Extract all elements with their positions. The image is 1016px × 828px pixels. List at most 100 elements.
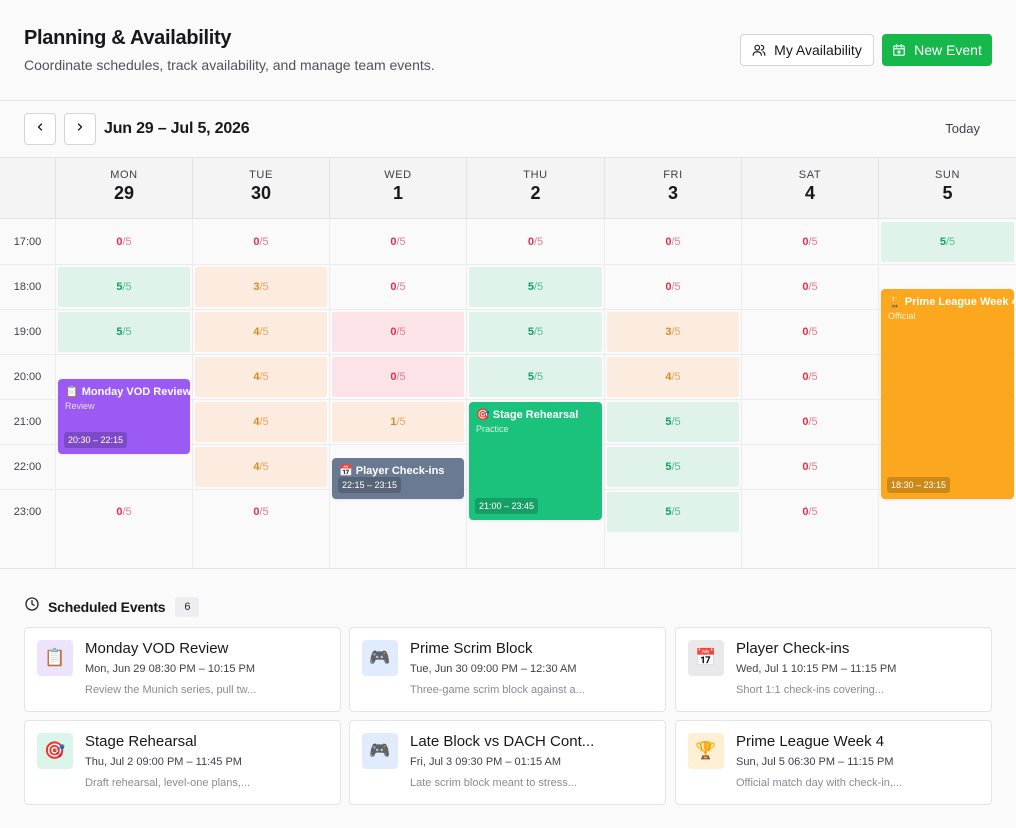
availability-cell[interactable]: 4/5 bbox=[195, 312, 327, 352]
page-header: Planning & Availability Coordinate sched… bbox=[0, 0, 1016, 101]
available-count: 5 bbox=[665, 461, 672, 473]
total-count: /5 bbox=[396, 281, 406, 293]
available-count: 0 bbox=[390, 371, 397, 383]
day-header-sun: SUN 5 bbox=[878, 158, 1016, 219]
availability-cell[interactable]: 5/5 bbox=[469, 357, 602, 397]
day-name: FRI bbox=[663, 169, 683, 181]
day-header-tue: TUE 30 bbox=[192, 158, 329, 219]
next-week-button[interactable] bbox=[64, 113, 96, 145]
chevron-left-icon bbox=[34, 120, 46, 138]
availability-cell[interactable]: 4/5 bbox=[607, 357, 739, 397]
availability-cell[interactable]: 0/5 bbox=[607, 267, 739, 307]
availability-cell[interactable]: 0/5 bbox=[469, 222, 602, 262]
total-count: /5 bbox=[671, 506, 681, 518]
availability-cell[interactable]: 0/5 bbox=[744, 267, 876, 307]
event-card[interactable]: 📅 Player Check-ins Wed, Jul 1 10:15 PM –… bbox=[675, 627, 992, 712]
date-range: Jun 29 – Jul 5, 2026 bbox=[104, 120, 250, 137]
event-title: 🎯 Stage Rehearsal bbox=[476, 409, 579, 421]
event-card-description: Short 1:1 check-ins covering... bbox=[736, 684, 884, 696]
availability-cell[interactable]: 5/5 bbox=[607, 402, 739, 442]
total-count: /5 bbox=[808, 461, 818, 473]
availability-cell[interactable]: 5/5 bbox=[469, 267, 602, 307]
total-count: /5 bbox=[808, 236, 818, 248]
availability-cell[interactable]: 0/5 bbox=[744, 312, 876, 352]
clipboard-icon: 📋 bbox=[37, 640, 73, 676]
availability-cell[interactable]: 0/5 bbox=[744, 402, 876, 442]
today-button[interactable]: Today bbox=[945, 121, 980, 136]
availability-cell[interactable]: 0/5 bbox=[744, 447, 876, 487]
event-type: Official bbox=[888, 311, 916, 321]
availability-cell[interactable]: 0/5 bbox=[332, 312, 464, 352]
availability-cell[interactable]: 5/5 bbox=[881, 222, 1014, 262]
day-date: 29 bbox=[113, 183, 135, 203]
event-card[interactable]: 🏆 Prime League Week 4 Sun, Jul 5 06:30 P… bbox=[675, 720, 992, 805]
total-count: /5 bbox=[122, 281, 132, 293]
scheduled-events-title: Scheduled Events bbox=[48, 598, 166, 615]
available-count: 4 bbox=[253, 371, 260, 383]
availability-cell[interactable]: 0/5 bbox=[195, 222, 327, 262]
available-count: 5 bbox=[527, 326, 534, 338]
event-type: Practice bbox=[476, 424, 509, 434]
available-count: 0 bbox=[390, 326, 397, 338]
new-event-button[interactable]: New Event bbox=[882, 34, 992, 66]
availability-cell[interactable]: 5/5 bbox=[58, 312, 190, 352]
trophy-icon: 🏆 bbox=[688, 733, 724, 769]
day-name: WED bbox=[384, 169, 412, 181]
availability-cell[interactable]: 5/5 bbox=[469, 312, 602, 352]
target-icon: 🎯 bbox=[37, 733, 73, 769]
availability-cell[interactable]: 4/5 bbox=[195, 402, 327, 442]
available-count: 0 bbox=[253, 506, 260, 518]
availability-cell[interactable]: 1/5 bbox=[332, 402, 464, 442]
event-prime-league-week-4[interactable]: 🏆 Prime League Week 4 Official 18:30 – 2… bbox=[881, 289, 1014, 499]
availability-cell[interactable]: 5/5 bbox=[607, 492, 739, 532]
day-date: 4 bbox=[804, 183, 815, 203]
event-card[interactable]: 🎮 Late Block vs DACH Cont... Fri, Jul 3 … bbox=[349, 720, 666, 805]
availability-cell[interactable]: 0/5 bbox=[58, 492, 190, 532]
previous-week-button[interactable] bbox=[24, 113, 56, 145]
available-count: 3 bbox=[253, 281, 260, 293]
availability-cell[interactable]: 0/5 bbox=[607, 222, 739, 262]
event-card[interactable]: 🎯 Stage Rehearsal Thu, Jul 2 09:00 PM – … bbox=[24, 720, 341, 805]
event-card[interactable]: 🎮 Prime Scrim Block Tue, Jun 30 09:00 PM… bbox=[349, 627, 666, 712]
availability-cell[interactable]: 5/5 bbox=[58, 267, 190, 307]
total-count: /5 bbox=[808, 371, 818, 383]
total-count: /5 bbox=[671, 416, 681, 428]
event-card-description: Three-game scrim block against a... bbox=[410, 684, 585, 696]
event-card-date: Mon, Jun 29 08:30 PM – 10:15 PM bbox=[85, 663, 255, 675]
my-availability-button[interactable]: My Availability bbox=[740, 34, 874, 66]
availability-cell[interactable]: 0/5 bbox=[332, 222, 464, 262]
availability-cell[interactable]: 0/5 bbox=[58, 222, 190, 262]
availability-cell[interactable]: 0/5 bbox=[744, 492, 876, 532]
availability-cell[interactable]: 3/5 bbox=[195, 267, 327, 307]
availability-cell[interactable]: 5/5 bbox=[607, 447, 739, 487]
event-card[interactable]: 📋 Monday VOD Review Mon, Jun 29 08:30 PM… bbox=[24, 627, 341, 712]
available-count: 0 bbox=[116, 236, 123, 248]
event-player-check-ins[interactable]: 📅 Player Check-ins 22:15 – 23:15 bbox=[332, 458, 464, 499]
total-count: /5 bbox=[671, 236, 681, 248]
availability-cell[interactable]: 0/5 bbox=[744, 357, 876, 397]
availability-cell[interactable]: 0/5 bbox=[744, 222, 876, 262]
event-card-date: Tue, Jun 30 09:00 PM – 12:30 AM bbox=[410, 663, 577, 675]
available-count: 5 bbox=[527, 371, 534, 383]
scheduled-events-header: Scheduled Events 6 bbox=[24, 596, 200, 617]
availability-cell[interactable]: 0/5 bbox=[332, 357, 464, 397]
page-title: Planning & Availability bbox=[24, 27, 232, 49]
event-card-description: Late scrim block meant to stress... bbox=[410, 777, 577, 789]
available-count: 4 bbox=[253, 326, 260, 338]
day-name: THU bbox=[523, 169, 548, 181]
event-monday-vod-review[interactable]: 📋 Monday VOD Review Review 20:30 – 22:15 bbox=[58, 379, 190, 454]
event-stage-rehearsal[interactable]: 🎯 Stage Rehearsal Practice 21:00 – 23:45 bbox=[469, 402, 602, 520]
total-count: /5 bbox=[396, 326, 406, 338]
availability-cell[interactable]: 3/5 bbox=[607, 312, 739, 352]
day-name: SUN bbox=[934, 169, 961, 181]
event-title: 🏆 Prime League Week 4 bbox=[888, 296, 1014, 308]
gamepad-icon: 🎮 bbox=[362, 733, 398, 769]
day-header-fri: FRI 3 bbox=[604, 158, 741, 219]
availability-cell[interactable]: 4/5 bbox=[195, 357, 327, 397]
availability-cell[interactable]: 0/5 bbox=[195, 492, 327, 532]
availability-cell[interactable]: 4/5 bbox=[195, 447, 327, 487]
gamepad-icon: 🎮 bbox=[362, 640, 398, 676]
available-count: 4 bbox=[665, 371, 672, 383]
availability-cell[interactable]: 0/5 bbox=[332, 267, 464, 307]
